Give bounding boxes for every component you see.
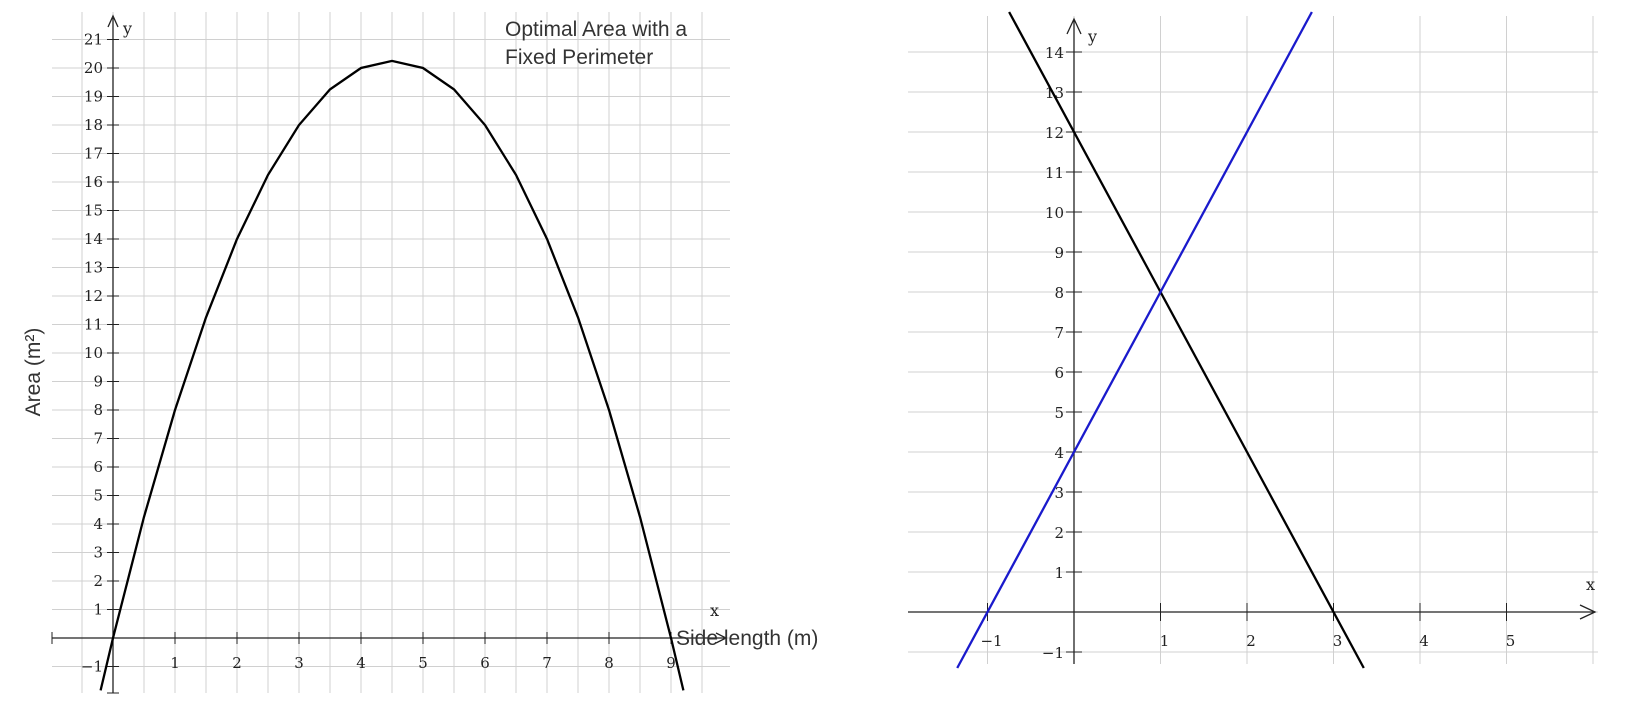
- x-axis-arrow: [1579, 604, 1597, 620]
- x-axis-name: x: [1586, 575, 1595, 594]
- y-tick-label: 15: [84, 202, 103, 220]
- y-tick-label: 13: [1045, 84, 1064, 102]
- y-tick-label: 21: [84, 31, 103, 49]
- y-tick-label: 5: [93, 487, 103, 505]
- y-tick-label: 13: [84, 259, 103, 277]
- y-tick-label: 6: [93, 458, 103, 476]
- y-tick-label: 10: [1045, 204, 1064, 222]
- increasing-line: [956, 11, 1313, 669]
- x-tick-label: 1: [1160, 632, 1170, 650]
- area-chart: 1 2 3 4 5 6 7 8 9−112345678910111213141516171819…: [22, 12, 818, 694]
- y-tick-label: 8: [93, 401, 103, 419]
- y-tick-label: 12: [1045, 124, 1064, 142]
- x-tick-label: 3: [1333, 632, 1343, 650]
- y-tick-label: 12: [84, 287, 103, 305]
- y-tick-label: 2: [93, 572, 103, 590]
- x-tick-label: −1: [980, 632, 1002, 650]
- y-tick-label: 16: [84, 173, 103, 191]
- x-tick-label: 5: [1506, 632, 1516, 650]
- x-tick-label: 6: [480, 654, 490, 672]
- x-tick-label: 5: [418, 654, 428, 672]
- y-tick-label: 2: [1054, 524, 1064, 542]
- y-tick-label: 3: [1054, 484, 1064, 502]
- y-tick-label: 7: [1054, 324, 1064, 342]
- chart-title-line2: Fixed Perimeter: [505, 46, 653, 69]
- x-axis-label: Side length (m): [676, 627, 818, 650]
- y-tick-label: 20: [84, 59, 103, 77]
- y-axis-label: Area (m²): [22, 328, 45, 417]
- y-tick-label: 11: [1045, 164, 1064, 182]
- y-tick-label: 4: [1054, 444, 1064, 462]
- y-tick-label: 9: [1054, 244, 1064, 262]
- y-tick-label: 1: [1054, 564, 1064, 582]
- y-tick-label: 19: [84, 88, 103, 106]
- x-axis-name: x: [710, 601, 719, 620]
- x-tick-label: 7: [542, 654, 552, 672]
- area-curve: [99, 59, 685, 691]
- x-tick-label: 4: [1419, 632, 1429, 650]
- y-axis-name: y: [1087, 27, 1097, 46]
- y-tick-label: 6: [1054, 364, 1064, 382]
- x-tick-label: 9: [666, 654, 676, 672]
- y-tick-label: 14: [84, 230, 103, 248]
- y-tick-label: 11: [84, 316, 103, 334]
- y-tick-label: 5: [1054, 404, 1064, 422]
- x-tick-label: 2: [1246, 632, 1256, 650]
- x-tick-label: 4: [356, 654, 366, 672]
- y-tick-label: 18: [84, 116, 103, 134]
- y-axis-arrow: [107, 14, 119, 28]
- y-tick-label: 4: [93, 515, 103, 533]
- y-axis-arrow: [1066, 17, 1082, 35]
- y-tick-label: −1: [1042, 644, 1064, 662]
- y-tick-label: 8: [1054, 284, 1064, 302]
- y-tick-label: 3: [93, 544, 103, 562]
- x-tick-label: 3: [294, 654, 304, 672]
- x-tick-label: 2: [232, 654, 242, 672]
- y-tick-label: 10: [84, 344, 103, 362]
- y-tick-label: 7: [93, 430, 103, 448]
- y-tick-label: −1: [81, 658, 103, 676]
- decreasing-line: [1008, 11, 1365, 669]
- x-tick-label: 8: [604, 654, 614, 672]
- y-tick-label: 1: [93, 601, 103, 619]
- y-tick-label: 9: [93, 373, 103, 391]
- chart-title-line1: Optimal Area with a: [505, 18, 687, 41]
- x-tick-label: 1: [170, 654, 180, 672]
- y-axis-name: y: [122, 19, 132, 38]
- x-axis-arrow: [715, 632, 728, 644]
- y-tick-label: 17: [84, 145, 103, 163]
- y-tick-label: 14: [1045, 44, 1064, 62]
